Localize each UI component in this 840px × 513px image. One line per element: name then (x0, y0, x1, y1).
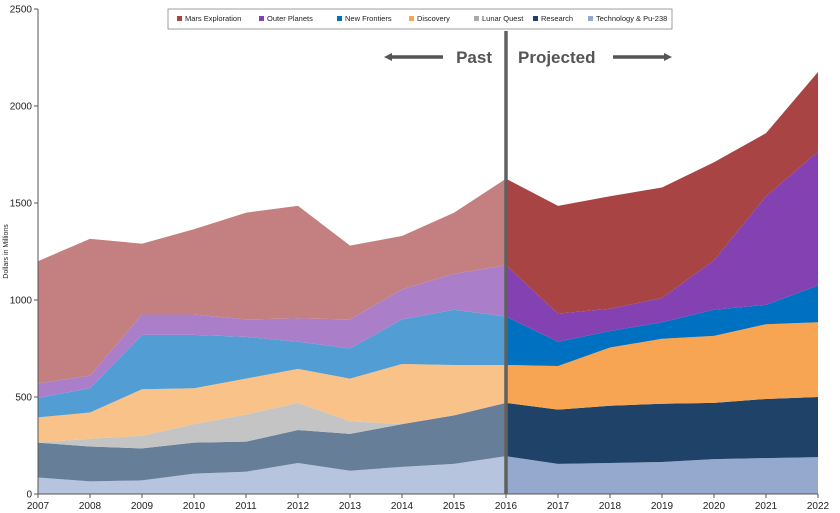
x-tick-label: 2008 (79, 501, 102, 512)
legend-label-technology-and-pu-238: Technology & Pu-238 (596, 14, 667, 23)
legend-swatch-outer-planets (259, 16, 264, 21)
legend-swatch-technology-and-pu-238 (588, 16, 593, 21)
x-tick-label: 2010 (183, 501, 206, 512)
x-tick-label: 2007 (27, 501, 50, 512)
area-lunar-quest (38, 397, 818, 449)
x-tick-label: 2022 (807, 501, 830, 512)
area-discovery (38, 322, 818, 443)
area-research (38, 397, 818, 482)
area-technology-and-pu-238 (38, 456, 818, 494)
legend-label-mars-exploration: Mars Exploration (185, 14, 241, 23)
y-tick-label: 0 (26, 490, 32, 501)
y-tick-label: 2000 (10, 102, 33, 113)
x-tick-label: 2021 (755, 501, 778, 512)
projected-label: Projected (518, 48, 595, 67)
x-tick-label: 2015 (443, 501, 466, 512)
y-tick-label: 2500 (10, 5, 33, 16)
x-tick-label: 2017 (547, 501, 570, 512)
legend-box (167, 8, 673, 30)
y-tick-label: 1500 (10, 199, 33, 210)
x-tick-label: 2016 (495, 501, 518, 512)
x-tick-label: 2013 (339, 501, 362, 512)
legend-swatch-research (533, 16, 538, 21)
legend-label-outer-planets: Outer Planets (267, 14, 313, 23)
legend-swatch-mars-exploration (177, 16, 182, 21)
legend-label-lunar-quest: Lunar Quest (482, 14, 524, 23)
x-tick-label: 2020 (703, 501, 726, 512)
y-tick-label: 500 (15, 393, 32, 404)
past-label: Past (456, 48, 492, 67)
x-tick-label: 2011 (235, 501, 257, 512)
area-mars-exploration (38, 72, 818, 384)
x-tick-label: 2018 (599, 501, 622, 512)
legend-swatch-discovery (409, 16, 414, 21)
x-tick-label: 2014 (391, 501, 414, 512)
legend-swatch-lunar-quest (474, 16, 479, 21)
legend-label-research: Research (541, 14, 573, 23)
x-tick-label: 2012 (287, 501, 310, 512)
y-tick-label: 1000 (10, 296, 33, 307)
legend-label-discovery: Discovery (417, 14, 450, 23)
x-tick-label: 2009 (131, 501, 154, 512)
x-tick-label: 2019 (651, 501, 674, 512)
legend-swatch-new-frontiers (337, 16, 342, 21)
past-overlay (38, 178, 506, 494)
y-axis-label: Dollars in Millions (3, 224, 10, 279)
legend-label-new-frontiers: New Frontiers (345, 14, 392, 23)
area-new-frontiers (38, 285, 818, 418)
